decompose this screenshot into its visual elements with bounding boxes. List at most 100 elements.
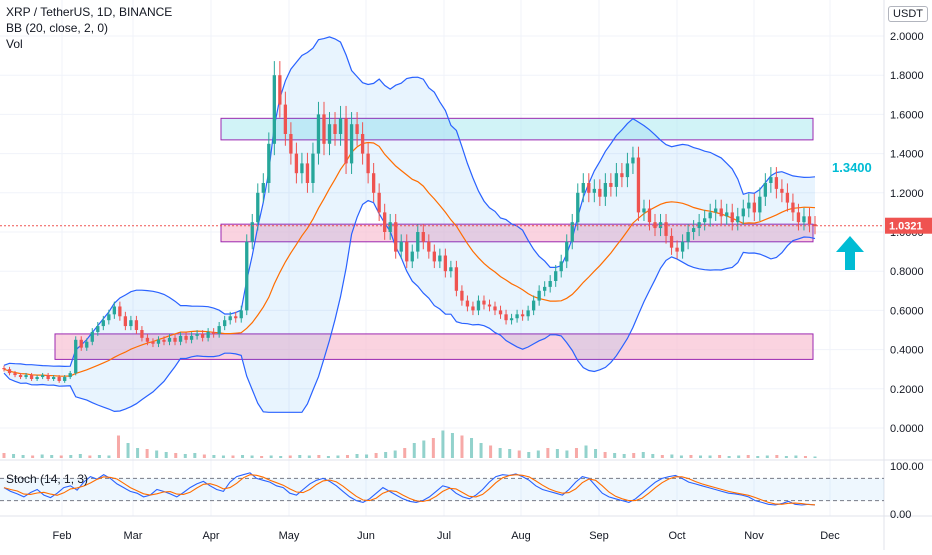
bb-indicator-label[interactable]: BB (20, close, 2, 0): [6, 21, 109, 35]
current-price-badge[interactable]: [885, 217, 932, 234]
candle-body[interactable]: [322, 114, 326, 144]
candle-body[interactable]: [410, 251, 414, 262]
candle-body[interactable]: [680, 241, 685, 252]
candle-body[interactable]: [24, 375, 28, 378]
candle-body[interactable]: [807, 216, 812, 225]
candle-body[interactable]: [421, 232, 425, 242]
candle-body[interactable]: [603, 183, 608, 197]
candle-body[interactable]: [669, 235, 674, 248]
candle-body[interactable]: [598, 188, 602, 197]
candle-body[interactable]: [697, 222, 701, 229]
candle-body[interactable]: [394, 222, 398, 252]
candle-body[interactable]: [46, 375, 50, 379]
candle-body[interactable]: [537, 290, 541, 301]
candle-body[interactable]: [211, 331, 216, 334]
candle-body[interactable]: [156, 339, 161, 344]
candle-body[interactable]: [443, 255, 448, 272]
candle-body[interactable]: [620, 173, 624, 178]
candle-body[interactable]: [476, 300, 481, 311]
candle-body[interactable]: [576, 192, 580, 223]
candle-body[interactable]: [609, 183, 613, 187]
candle-body[interactable]: [554, 271, 558, 281]
candle-body[interactable]: [416, 232, 420, 252]
candle-body[interactable]: [184, 335, 188, 340]
candle-body[interactable]: [90, 331, 94, 342]
candle-body[interactable]: [245, 241, 249, 311]
candle-body[interactable]: [129, 320, 133, 327]
bb-lower-line[interactable]: [3, 199, 816, 413]
candle-body[interactable]: [289, 134, 293, 154]
candle-body[interactable]: [796, 212, 801, 223]
candle-body[interactable]: [465, 300, 470, 307]
candle-body[interactable]: [559, 261, 563, 272]
candle-body[interactable]: [658, 222, 663, 229]
candle-body[interactable]: [780, 188, 784, 193]
candle-body[interactable]: [13, 373, 17, 376]
candle-body[interactable]: [642, 208, 646, 213]
candle-body[interactable]: [40, 375, 45, 378]
candle-body[interactable]: [526, 310, 530, 317]
candle-body[interactable]: [228, 316, 232, 321]
annotation-label[interactable]: 1.3400: [832, 160, 872, 175]
candle-body[interactable]: [725, 212, 729, 217]
resistance-zone[interactable]: [220, 117, 814, 141]
support-zone[interactable]: [54, 333, 814, 360]
candle-body[interactable]: [647, 208, 652, 223]
candle-body[interactable]: [134, 320, 139, 330]
candle-body[interactable]: [261, 183, 265, 193]
stoch-k-line[interactable]: [3, 472, 816, 506]
candle-body[interactable]: [234, 316, 238, 319]
candle-body[interactable]: [427, 241, 431, 252]
candle-body[interactable]: [118, 306, 122, 317]
candle-body[interactable]: [250, 222, 254, 242]
candle-body[interactable]: [344, 118, 348, 164]
candle-body[interactable]: [355, 124, 359, 134]
candle-body[interactable]: [51, 377, 56, 379]
candle-body[interactable]: [145, 337, 150, 342]
candle-body[interactable]: [813, 224, 817, 227]
candle-body[interactable]: [763, 183, 768, 197]
candle-body[interactable]: [509, 318, 514, 321]
currency-button[interactable]: USDT: [888, 6, 928, 22]
candle-body[interactable]: [432, 251, 436, 262]
candle-body[interactable]: [63, 377, 67, 381]
candle-body[interactable]: [493, 306, 497, 311]
candle-body[interactable]: [675, 247, 679, 252]
candle-body[interactable]: [498, 310, 503, 315]
symbol-title[interactable]: XRP / TetherUS, 1D, BINANCE: [6, 5, 173, 19]
candle-body[interactable]: [703, 218, 707, 223]
bb-basis-line[interactable]: [3, 141, 816, 377]
candle-body[interactable]: [96, 326, 100, 332]
candle-body[interactable]: [454, 267, 459, 291]
candle-body[interactable]: [438, 255, 442, 262]
candle-body[interactable]: [294, 153, 299, 174]
candle-body[interactable]: [399, 241, 403, 252]
candle-body[interactable]: [349, 124, 354, 164]
candle-body[interactable]: [543, 286, 547, 291]
candle-body[interactable]: [758, 196, 762, 213]
candle-body[interactable]: [57, 377, 61, 381]
candle-body[interactable]: [785, 192, 790, 203]
candle-body[interactable]: [714, 208, 718, 213]
candle-body[interactable]: [802, 216, 806, 223]
candle-body[interactable]: [107, 314, 111, 321]
candle-body[interactable]: [691, 228, 696, 232]
candle-body[interactable]: [747, 202, 751, 209]
candle-body[interactable]: [653, 222, 657, 229]
candle-body[interactable]: [565, 241, 569, 262]
candle-body[interactable]: [631, 157, 635, 164]
candle-body[interactable]: [327, 124, 332, 144]
candle-body[interactable]: [256, 192, 260, 223]
candle-body[interactable]: [752, 202, 756, 213]
candle-body[interactable]: [360, 134, 365, 154]
candle-body[interactable]: [587, 183, 591, 193]
candle-body[interactable]: [482, 300, 486, 305]
candle-body[interactable]: [316, 114, 321, 154]
candle-body[interactable]: [388, 222, 392, 232]
candle-body[interactable]: [173, 337, 177, 342]
candle-body[interactable]: [162, 339, 166, 342]
vol-indicator-label[interactable]: Vol: [6, 37, 23, 51]
candle-body[interactable]: [217, 326, 221, 334]
candle-body[interactable]: [614, 173, 619, 187]
candle-body[interactable]: [592, 188, 596, 193]
